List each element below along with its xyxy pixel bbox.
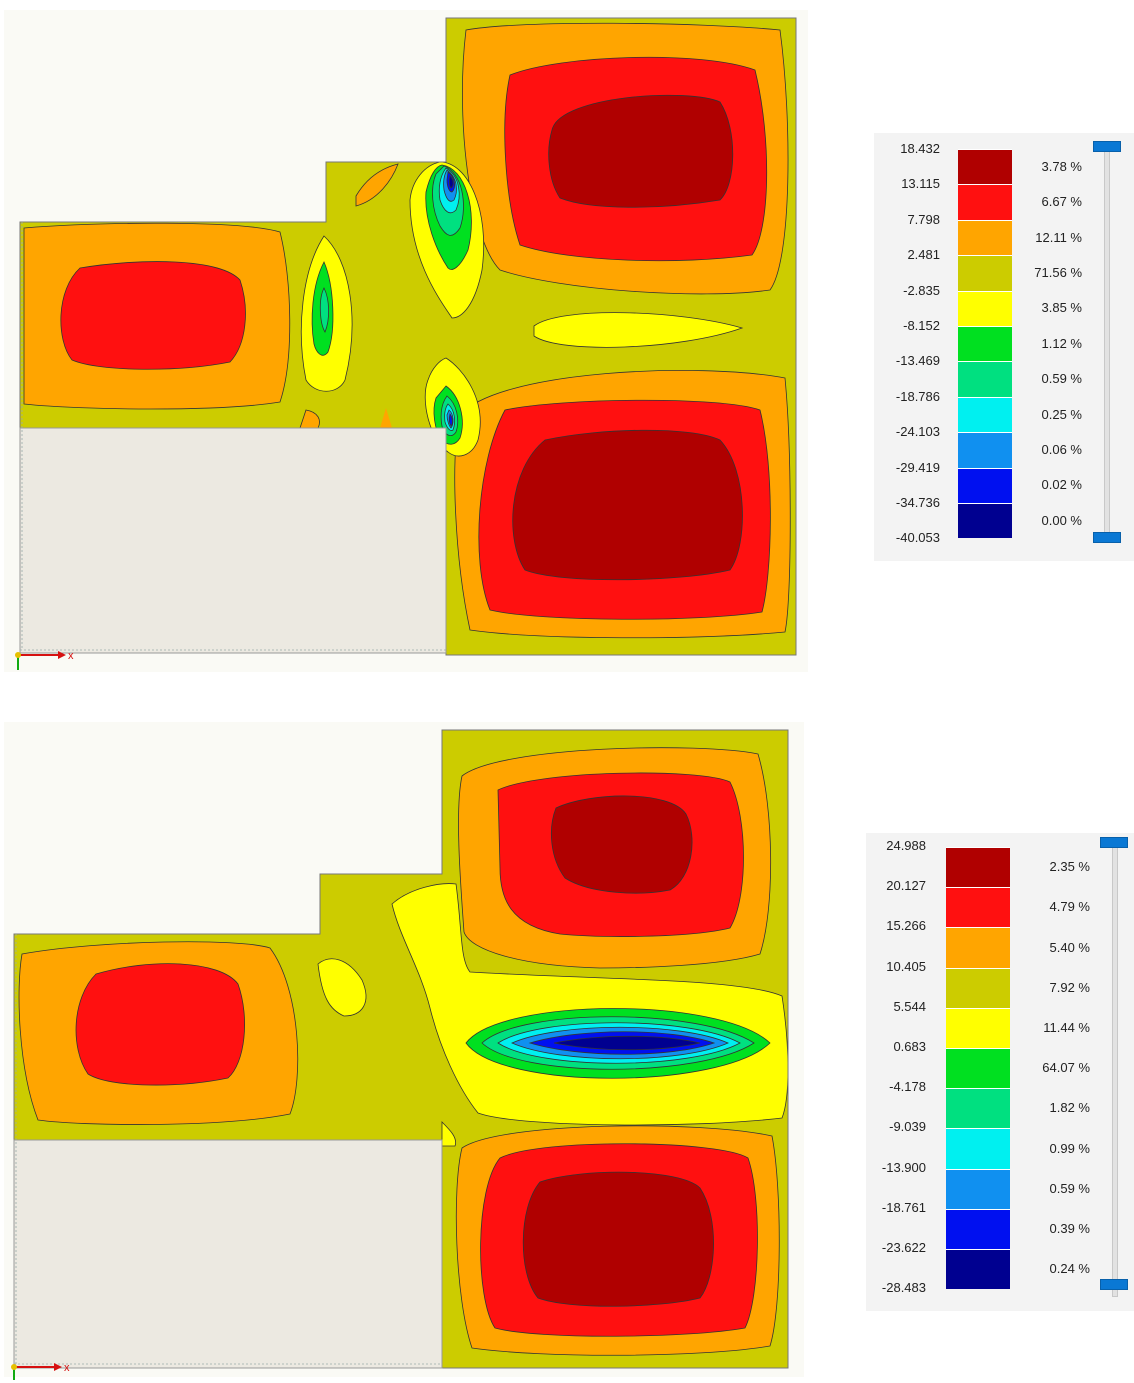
legend-swatch [958, 219, 1012, 256]
legend-percent: 3.85 % [1041, 300, 1082, 316]
legend-swatch [946, 927, 1010, 968]
legend-swatch [958, 149, 1012, 185]
legend-value: 5.544 [893, 998, 926, 1014]
legend-value: -18.761 [881, 1199, 926, 1215]
legend-swatch [958, 396, 1012, 433]
origin-dot [15, 652, 21, 658]
legend-percent: 4.79 % [1049, 899, 1090, 915]
legend-swatch [946, 1128, 1010, 1169]
legend-percent: 7.92 % [1049, 979, 1090, 995]
legend-value: -28.483 [881, 1280, 926, 1296]
legend-swatch [946, 1007, 1010, 1048]
legend-swatch [958, 467, 1012, 503]
legend-percent: 0.59 % [1041, 371, 1082, 387]
legend-value: 20.127 [886, 878, 926, 894]
legend-value: -8.152 [903, 318, 940, 333]
legend-percent: 0.99 % [1049, 1140, 1090, 1156]
legend-value: 15.266 [886, 918, 926, 934]
legend-percent: 5.40 % [1049, 939, 1090, 955]
contour-plot-1: x [4, 10, 808, 672]
contour-red [60, 261, 246, 370]
legend-swatch [946, 967, 1010, 1008]
legend-percent: 0.59 % [1049, 1180, 1090, 1196]
contour-darkred [522, 1171, 714, 1307]
legend-slider-track[interactable] [1112, 847, 1118, 1297]
legend-swatch [946, 1249, 1010, 1290]
legend-swatch [946, 847, 1010, 888]
legend-value: -4.178 [889, 1079, 926, 1095]
legend-slider-track[interactable] [1104, 147, 1110, 543]
legend-swatch [958, 326, 1012, 362]
legend-value: 18.432 [900, 141, 940, 156]
legend-percent: 1.12 % [1041, 335, 1082, 351]
legend-value: 7.798 [907, 211, 940, 227]
legend-percent: 12.11 % [1035, 229, 1082, 245]
legend-slider-top-handle[interactable] [1093, 141, 1121, 152]
legend-2: 24.988 20.127 15.266 10.405 5.544 0.683 -4.178… [866, 833, 1134, 1311]
contour-darkred [548, 94, 734, 208]
legend-swatch [958, 503, 1012, 539]
legend-percent: 11.44 % [1043, 1019, 1090, 1035]
legend-value: 13.115 [901, 176, 940, 192]
legend-value: 10.405 [886, 958, 926, 974]
legend-value: -13.900 [881, 1159, 926, 1175]
legend-swatch [946, 1208, 1010, 1249]
legend-value: 24.988 [886, 838, 926, 853]
legend-slider-top-handle[interactable] [1100, 837, 1128, 848]
legend-percent: 0.00 % [1041, 512, 1082, 528]
legend-value: -24.103 [895, 424, 940, 440]
legend-swatch [946, 1048, 1010, 1089]
legend-swatch [946, 887, 1010, 928]
legend-percent: 0.39 % [1049, 1220, 1090, 1236]
legend-value: -34.736 [895, 495, 940, 510]
legend-percent: 64.07 % [1042, 1060, 1090, 1076]
legend-value: -9.039 [889, 1119, 926, 1135]
empty-region [19, 427, 447, 654]
legend-value: -13.469 [895, 353, 940, 369]
legend-swatch [958, 255, 1012, 291]
legend-slider-bottom-handle[interactable] [1093, 532, 1121, 543]
contour-darkblue [553, 1035, 701, 1051]
legend-value: -29.419 [895, 459, 940, 475]
empty-region [13, 1139, 443, 1369]
legend-percent: 0.24 % [1049, 1261, 1090, 1277]
axis-x-label: x [64, 1362, 70, 1374]
legend-value: 2.481 [907, 247, 940, 263]
contour-yellow [533, 312, 744, 348]
legend-percent: 3.78 % [1041, 158, 1082, 174]
legend-percent: 0.06 % [1041, 441, 1082, 457]
legend-swatch [946, 1168, 1010, 1209]
legend-swatch [958, 290, 1012, 326]
legend-swatch [958, 361, 1012, 397]
legend-slider-bottom-handle[interactable] [1100, 1279, 1128, 1290]
legend-swatch [958, 432, 1012, 468]
legend-swatch [946, 1088, 1010, 1129]
contour-plot-2: x [4, 722, 804, 1380]
contour-darkred [551, 795, 693, 894]
legend-value: -40.053 [895, 530, 940, 546]
legend-value: -18.786 [895, 388, 940, 404]
legend-percent: 1.82 % [1049, 1100, 1090, 1116]
legend-percent: 6.67 % [1041, 194, 1082, 210]
legend-value: -23.622 [881, 1240, 926, 1255]
legend-percent: 0.25 % [1041, 406, 1082, 422]
legend-value: 0.683 [893, 1039, 926, 1054]
legend-swatch [958, 184, 1012, 220]
legend-1: 18.432 13.115 7.798 2.481 -2.835 -8.152 -13.46… [874, 133, 1134, 561]
legend-value: -2.835 [903, 282, 940, 298]
axis-x-label: x [68, 650, 74, 662]
legend-percent: 71.56 % [1034, 264, 1082, 280]
contour-darkred [512, 429, 743, 581]
legend-percent: 0.02 % [1041, 477, 1082, 493]
contour-red [75, 963, 245, 1086]
legend-percent: 2.35 % [1049, 859, 1090, 875]
